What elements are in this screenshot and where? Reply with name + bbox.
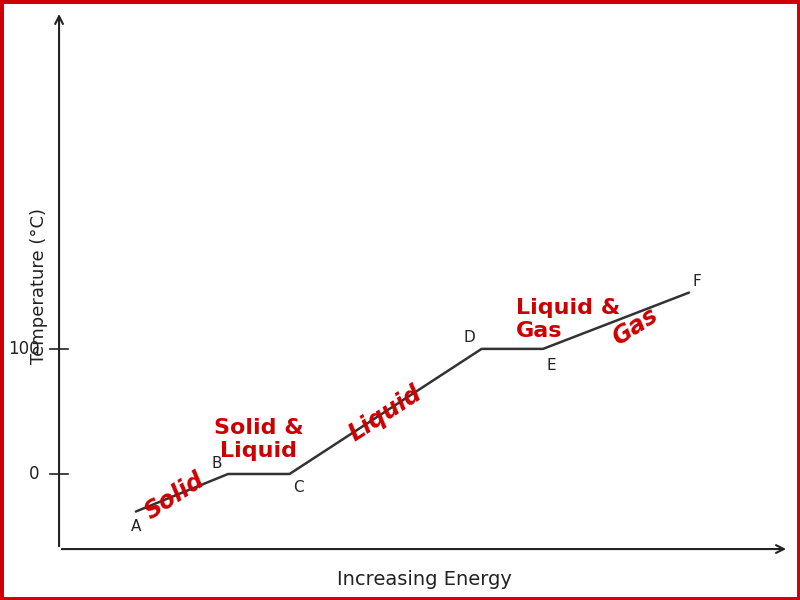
Text: F: F [693, 274, 702, 289]
Text: Solid: Solid [140, 469, 209, 524]
Text: Liquid &
Gas: Liquid & Gas [516, 298, 621, 341]
Text: Liquid: Liquid [345, 382, 426, 446]
Text: D: D [464, 330, 475, 345]
Text: B: B [211, 457, 222, 472]
Y-axis label: Temperature (°C): Temperature (°C) [30, 208, 48, 364]
Text: E: E [547, 358, 557, 373]
Text: A: A [130, 519, 141, 534]
Text: 100: 100 [8, 340, 40, 358]
Text: Gas: Gas [608, 303, 662, 350]
Text: Solid &
Liquid: Solid & Liquid [214, 418, 304, 461]
Text: 0: 0 [30, 465, 40, 483]
Text: C: C [294, 480, 304, 495]
X-axis label: Increasing Energy: Increasing Energy [337, 570, 511, 589]
